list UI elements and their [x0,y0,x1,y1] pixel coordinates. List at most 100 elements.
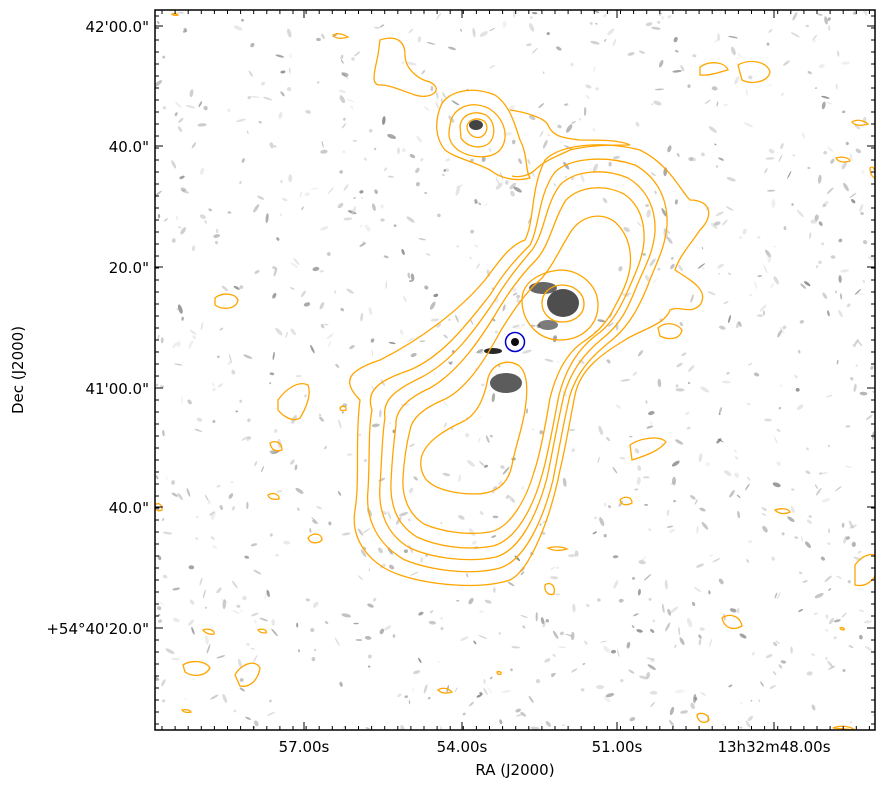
y-tick-label: 20.0" [109,259,149,277]
noise-speck [527,158,531,165]
noise-speck [753,372,760,377]
noise-speck [500,465,505,470]
noise-speck [275,553,279,557]
noise-speck [841,522,845,528]
noise-speck [368,568,371,572]
noise-speck [678,626,681,636]
noise-speck [643,574,652,581]
noise-speck [250,647,256,650]
y-axis-title: Dec (J2000) [9,326,27,414]
noise-speck [757,274,763,278]
noise-speck [705,462,710,467]
noise-speck [341,72,349,77]
noise-speck [424,285,429,290]
noise-speck [845,536,850,540]
noise-speck [194,428,203,432]
noise-speck [822,471,828,475]
noise-speck [216,355,220,358]
noise-speck [296,622,299,628]
noise-speck [213,234,221,238]
noise-speck [337,491,342,496]
noise-speck [734,456,739,460]
noise-speck [350,105,354,109]
contour-noise [854,553,875,587]
noise-speck [872,714,875,717]
noise-speck [187,399,192,405]
contour-level-6 [420,361,528,495]
noise-speck [342,150,346,154]
noise-speck [835,83,838,90]
noise-speck [603,534,607,538]
noise-speck [692,601,696,607]
noise-speck [571,448,576,453]
noise-speck [783,60,790,66]
contour-north-2 [436,89,532,181]
noise-speck [675,384,679,388]
noise-speck [726,177,736,182]
contour-north-3 [448,104,506,158]
noise-speck [688,365,695,372]
y-tick-label: +54°40'20.0" [46,620,149,638]
noise-speck [746,403,751,405]
noise-speck [518,158,523,165]
noise-speck [259,617,269,622]
noise-speck [776,592,781,600]
noise-speck [406,61,417,66]
noise-speck [723,301,729,305]
noise-speck [855,148,862,154]
noise-speck [505,494,510,499]
noise-speck [592,531,597,535]
noise-speck [276,237,280,241]
optical-sources [469,120,579,393]
noise-speck [821,95,830,99]
noise-speck [773,276,779,285]
noise-speck [597,598,601,602]
noise-speck [242,595,247,601]
noise-speck [162,699,166,703]
noise-speck [289,53,292,59]
noise-speck [666,236,673,244]
noise-speck [865,414,873,421]
noise-speck [806,671,813,676]
noise-speck [838,309,843,318]
noise-speck [341,532,351,536]
noise-speck [211,382,215,387]
noise-speck [280,70,286,74]
noise-speck [746,559,749,563]
noise-speck [658,59,664,68]
noise-speck [556,566,559,569]
noise-speck [343,217,353,221]
noise-speck [613,579,619,589]
noise-speck [829,617,834,625]
noise-speck [401,61,405,65]
noise-speck [508,495,516,504]
noise-speck [451,100,460,106]
noise-speck [203,105,208,111]
noise-speck [377,547,383,554]
noise-speck [448,361,452,365]
noise-speck [675,388,685,392]
contour-level-4 [390,187,645,549]
noise-speck [559,631,564,636]
noise-speck [725,206,734,211]
noise-speck [420,556,424,564]
noise-speck [820,556,825,561]
noise-speck [408,518,411,522]
noise-speck [670,606,679,614]
noise-speck [359,242,367,247]
noise-speck [440,521,443,525]
contour-noise [696,712,710,723]
noise-speck [179,175,185,180]
noise-speck [243,354,253,359]
noise-speck [498,480,503,486]
noise-speck [263,96,273,101]
noise-speck [796,404,804,410]
noise-speck [604,38,607,42]
noise-speck [441,399,449,407]
noise-speck [716,101,719,107]
noise-speck [790,32,800,38]
noise-speck [288,67,291,74]
noise-speck [863,620,872,624]
noise-speck [231,506,236,511]
noise-speck [382,116,386,125]
